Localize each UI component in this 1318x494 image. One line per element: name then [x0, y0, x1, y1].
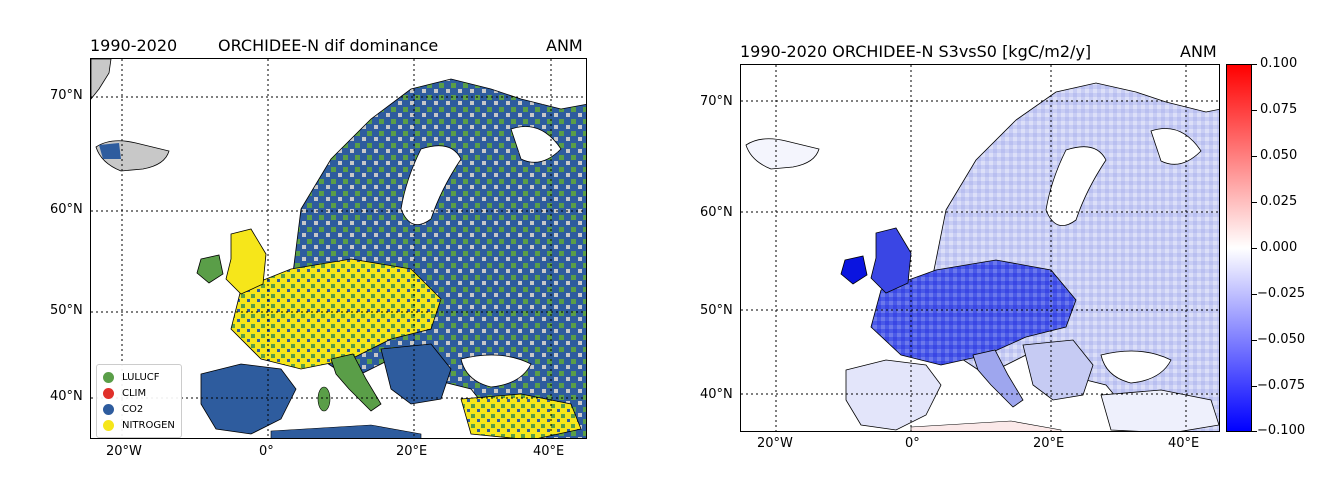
right-lat-70: 70°N	[700, 94, 733, 109]
right-balkans-land	[1022, 339, 1094, 401]
right-north-africa-land	[910, 420, 1062, 431]
colorbar-tick-mark	[1252, 386, 1257, 387]
left-lat-60: 60°N	[50, 202, 83, 217]
central-europe-land	[230, 258, 442, 370]
legend-item-lulucf: LULUCF	[103, 369, 175, 385]
colorbar-tick-mark	[1252, 156, 1257, 157]
left-graticule	[91, 59, 586, 438]
left-lon-0: 0°	[259, 444, 274, 459]
legend-marker-nitrogen	[103, 419, 114, 431]
left-lat-70: 70°N	[50, 88, 83, 103]
colorbar-tick-mark	[1252, 340, 1257, 341]
left-lat-50: 50°N	[50, 303, 83, 318]
right-graticule	[741, 65, 1219, 431]
left-map-title: ORCHIDEE-N dif dominance	[218, 36, 439, 55]
right-baltic-sea	[1045, 146, 1107, 227]
right-lat-50: 50°N	[700, 303, 733, 318]
left-dominance-map	[91, 59, 586, 438]
colorbar-label: 0.025	[1260, 194, 1298, 209]
colorbar-tick-mark	[1252, 110, 1257, 111]
colorbar-tick-mark	[1252, 202, 1257, 203]
right-lat-60: 60°N	[700, 205, 733, 220]
italy-land	[330, 353, 382, 412]
colorbar	[1226, 64, 1252, 432]
right-central-europe-land	[870, 259, 1077, 366]
right-lon-40e: 40°E	[1168, 436, 1200, 451]
legend-item-co2: CO2	[103, 401, 175, 417]
colorbar-label: −0.075	[1257, 378, 1306, 393]
colorbar-tick-mark	[1252, 64, 1257, 65]
iceland-co2	[99, 143, 121, 159]
colorbar-label: 0.050	[1260, 148, 1298, 163]
left-lat-40: 40°N	[50, 389, 83, 404]
right-map-frame	[740, 64, 1220, 432]
colorbar-tick-mark	[1252, 294, 1257, 295]
colorbar-label: −0.100	[1257, 423, 1306, 438]
legend-label-clim: CLIM	[122, 387, 147, 399]
left-lon-20w: 20°W	[106, 444, 142, 459]
uk-land	[225, 228, 267, 295]
right-map-title: 1990-2020 ORCHIDEE-N S3vsS0 [kgC/m2/y]	[740, 42, 1092, 61]
ireland-land	[196, 254, 224, 284]
colorbar-label: −0.050	[1257, 332, 1306, 347]
right-lat-40: 40°N	[700, 387, 733, 402]
greenland-land	[91, 59, 112, 100]
dominance-legend: LULUCF CLIM CO2 NITROGEN	[96, 364, 182, 438]
left-lon-20e: 20°E	[396, 444, 428, 459]
left-map-period: 1990-2020	[90, 36, 178, 55]
white-sea	[510, 126, 562, 163]
legend-marker-clim	[103, 387, 114, 399]
right-iberia-land	[845, 359, 942, 431]
right-iceland-land	[745, 138, 820, 170]
right-lon-20e: 20°E	[1033, 436, 1065, 451]
sardinia-land	[317, 386, 331, 412]
right-lon-20w: 20°W	[757, 436, 793, 451]
right-map-region: ANM	[1180, 42, 1217, 61]
colorbar-label: 0.000	[1260, 240, 1298, 255]
left-map-frame	[90, 58, 587, 439]
legend-item-clim: CLIM	[103, 385, 175, 401]
left-lon-40e: 40°E	[533, 444, 565, 459]
colorbar-label: 0.100	[1260, 56, 1298, 71]
right-white-sea	[1150, 128, 1202, 165]
colorbar-label: 0.075	[1260, 102, 1298, 117]
legend-marker-lulucf	[103, 371, 114, 383]
right-turkey-land	[1100, 389, 1219, 431]
iberia-land	[200, 363, 297, 435]
legend-label-co2: CO2	[122, 403, 144, 415]
balkans-land	[380, 343, 452, 405]
right-italy-land	[972, 349, 1024, 408]
baltic-sea	[400, 145, 462, 226]
black-sea	[460, 354, 532, 388]
right-lon-0: 0°	[905, 436, 920, 451]
legend-label-lulucf: LULUCF	[122, 371, 160, 383]
right-ireland-land	[840, 255, 868, 285]
right-uk-land	[870, 227, 912, 294]
left-map-region: ANM	[546, 36, 583, 55]
north-africa-land	[270, 424, 422, 438]
right-difference-map	[741, 65, 1219, 431]
colorbar-tick-mark	[1252, 431, 1257, 432]
colorbar-tick-mark	[1252, 248, 1257, 249]
colorbar-label: −0.025	[1257, 286, 1306, 301]
legend-item-nitrogen: NITROGEN	[103, 417, 175, 433]
right-black-sea	[1100, 350, 1172, 384]
legend-label-nitrogen: NITROGEN	[122, 419, 175, 431]
legend-marker-co2	[103, 403, 114, 415]
